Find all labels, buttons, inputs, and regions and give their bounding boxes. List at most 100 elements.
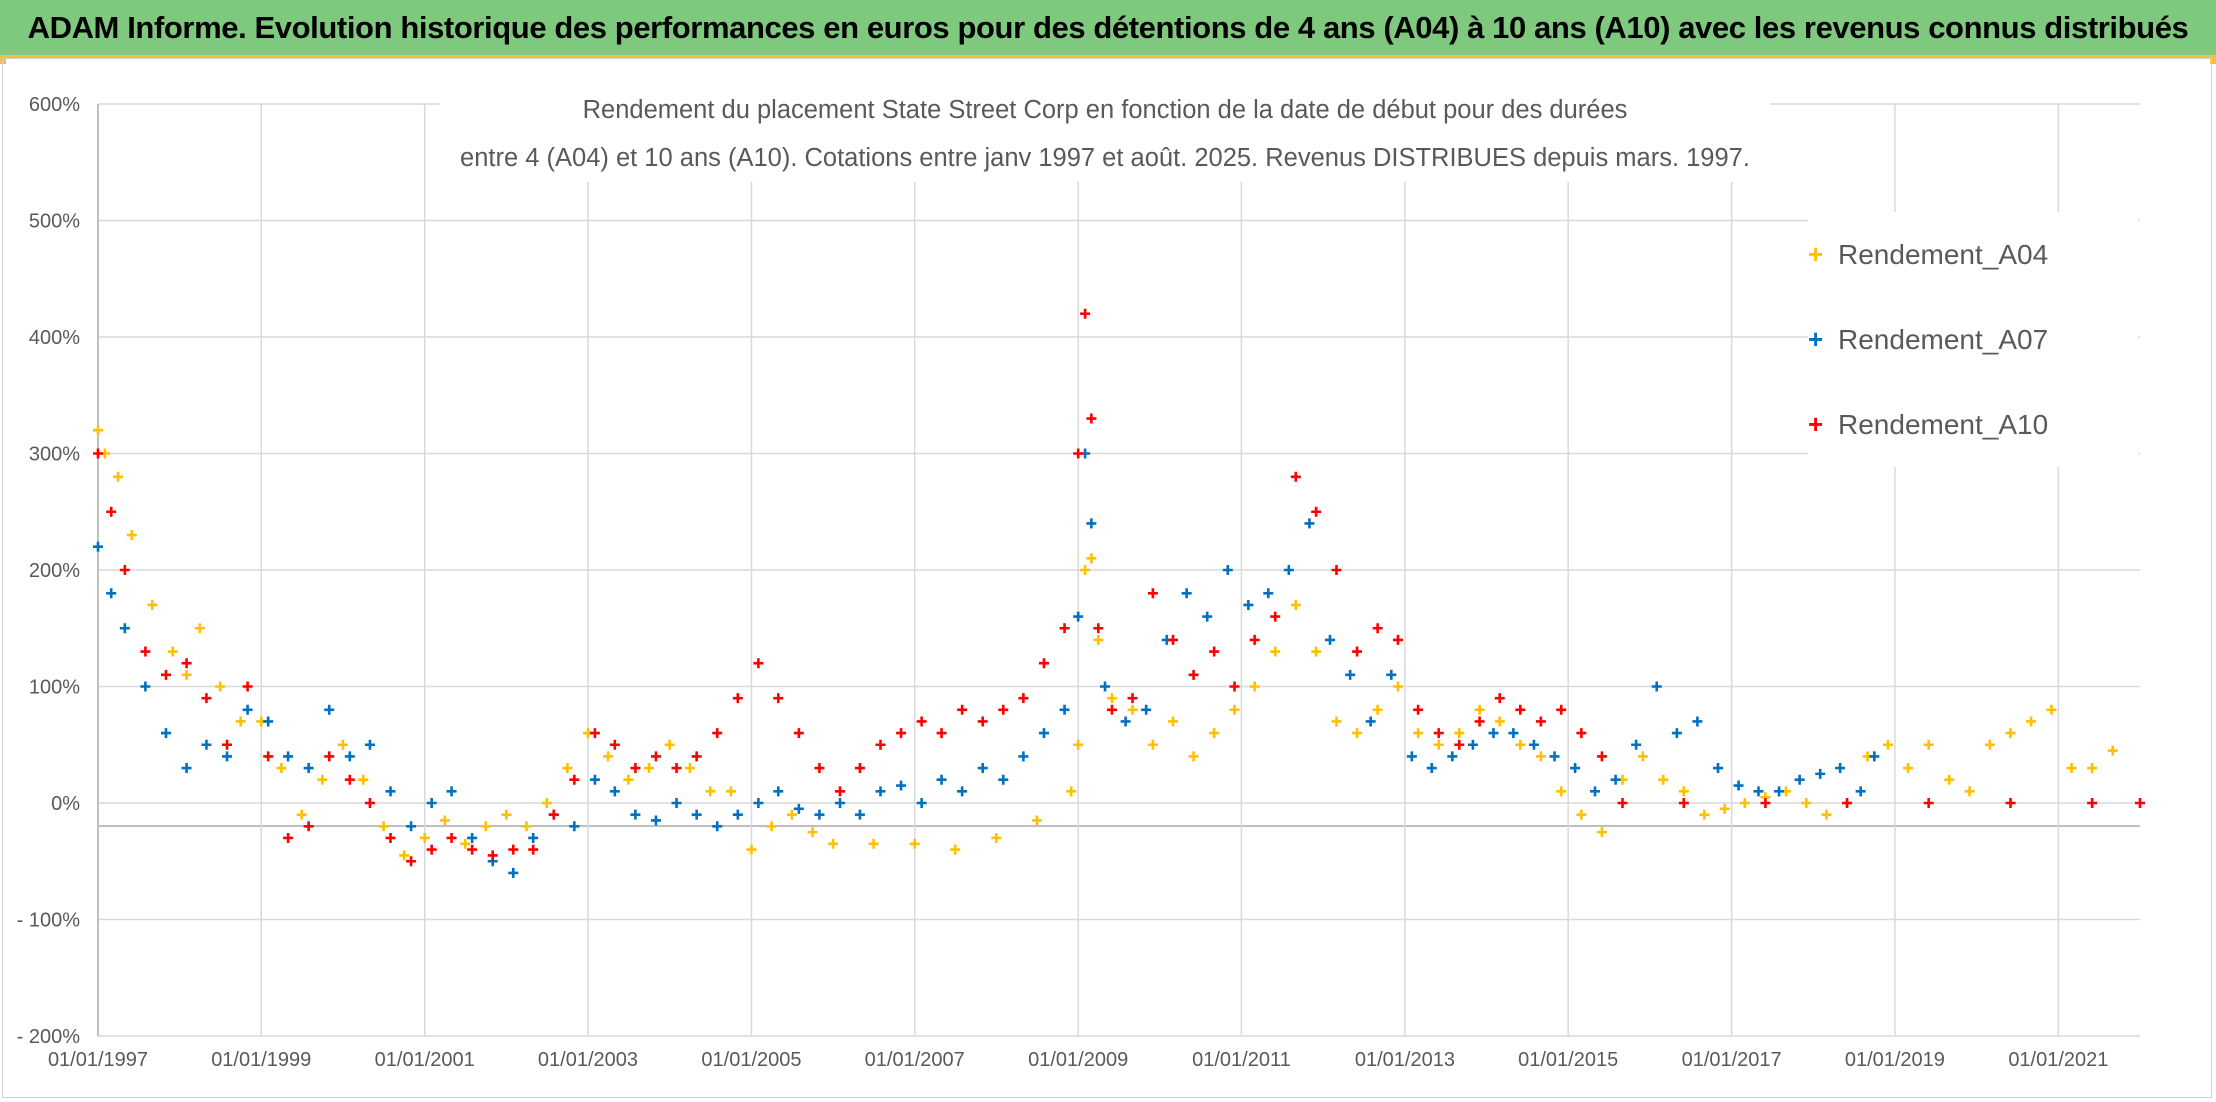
- data-point: [1059, 704, 1070, 715]
- data-point: [916, 798, 927, 808]
- data-point: [1392, 634, 1403, 645]
- data-point: [732, 809, 743, 820]
- scatter-chart: - 200% - 100% 0% 100% 200% 300% 400% 500% 600% 0…: [17, 94, 2145, 1071]
- data-point: [1229, 704, 1240, 715]
- x-tick-label: 01/01/1997: [48, 1049, 148, 1071]
- data-point: [1821, 809, 1832, 820]
- data-point: [283, 751, 294, 762]
- data-point: [1222, 565, 1233, 575]
- data-point: [1719, 803, 1730, 814]
- data-point: [650, 751, 661, 762]
- chart-title-line1: Rendement du placement State Street Corp…: [582, 96, 1628, 124]
- data-point: [181, 669, 192, 680]
- data-point: [324, 751, 335, 762]
- y-tick-label: 100%: [29, 677, 80, 699]
- legend-label: Rendement_A10: [1838, 408, 2049, 440]
- data-point: [977, 763, 988, 774]
- data-point: [1549, 751, 1560, 762]
- data-point: [1882, 739, 1893, 750]
- data-point: [1739, 798, 1750, 808]
- data-point: [732, 693, 743, 704]
- data-point: [1372, 623, 1383, 634]
- data-point: [364, 798, 375, 808]
- data-point: [1610, 774, 1621, 785]
- y-tick-label: 500%: [29, 211, 80, 233]
- data-point: [569, 821, 580, 832]
- data-point: [753, 798, 764, 808]
- data-point: [263, 716, 274, 727]
- data-point: [1018, 751, 1029, 762]
- data-point: [1488, 728, 1499, 739]
- chart-title-line2: entre 4 (A04) et 10 ans (A10). Cotations…: [460, 144, 1750, 172]
- data-point: [1984, 739, 1995, 750]
- data-point: [194, 623, 205, 634]
- data-point: [2135, 798, 2145, 808]
- data-point: [725, 786, 736, 797]
- data-point: [385, 832, 396, 843]
- report-title: ADAM Informe. Evolution historique des p…: [27, 9, 2189, 45]
- data-point: [786, 809, 797, 820]
- data-point: [106, 588, 117, 599]
- data-point: [896, 780, 907, 791]
- data-point: [419, 832, 430, 843]
- data-point: [998, 774, 1009, 785]
- data-point: [2087, 798, 2098, 808]
- data-point: [1120, 716, 1131, 727]
- data-point: [1508, 728, 1519, 739]
- data-point: [487, 850, 498, 861]
- data-point: [753, 658, 764, 669]
- data-point: [1209, 646, 1220, 657]
- data-point: [814, 763, 825, 774]
- data-point: [1018, 693, 1029, 704]
- data-point: [1426, 763, 1437, 774]
- y-tick-label: 300%: [29, 444, 80, 466]
- data-point: [399, 850, 410, 861]
- data-point: [854, 809, 865, 820]
- data-point: [1345, 669, 1356, 680]
- data-point: [508, 867, 519, 878]
- data-point: [1923, 798, 1934, 808]
- data-point: [296, 809, 307, 820]
- data-point: [1713, 763, 1723, 774]
- data-point: [2005, 798, 2016, 808]
- data-point: [1923, 739, 1934, 750]
- data-point: [1290, 471, 1301, 482]
- data-point: [1535, 751, 1546, 762]
- data-point: [426, 798, 437, 808]
- data-point: [1372, 704, 1383, 715]
- data-point: [1243, 599, 1254, 610]
- data-point: [1774, 786, 1785, 797]
- data-point: [950, 844, 961, 855]
- data-point: [263, 751, 274, 762]
- data-point: [1596, 827, 1607, 838]
- data-point: [609, 786, 620, 797]
- data-point: [480, 821, 491, 832]
- data-point: [1474, 704, 1485, 715]
- data-point: [1556, 704, 1567, 715]
- data-point: [916, 716, 927, 727]
- data-point: [93, 425, 103, 436]
- data-point: [1535, 716, 1546, 727]
- data-point: [1106, 704, 1117, 715]
- data-point: [1270, 646, 1281, 657]
- data-point: [119, 623, 130, 634]
- data-point: [664, 739, 675, 750]
- data-point: [1038, 728, 1049, 739]
- legend-item-a04: + Rendement_A04: [1808, 212, 2138, 297]
- data-point: [364, 739, 375, 750]
- data-point: [1325, 634, 1335, 645]
- data-point: [1454, 739, 1465, 750]
- series-Rendement_A10: [93, 308, 2145, 867]
- data-point: [1086, 413, 1097, 424]
- data-point: [1073, 739, 1084, 750]
- data-point: [242, 681, 253, 692]
- data-point: [1433, 739, 1444, 750]
- data-point: [1570, 763, 1581, 774]
- data-point: [235, 716, 246, 727]
- legend: + Rendement_A04 + Rendement_A07 + Rendem…: [1808, 212, 2138, 467]
- data-point: [147, 599, 158, 610]
- data-point: [589, 774, 600, 785]
- data-point: [378, 821, 389, 832]
- data-point: [1671, 728, 1682, 739]
- data-point: [317, 774, 328, 785]
